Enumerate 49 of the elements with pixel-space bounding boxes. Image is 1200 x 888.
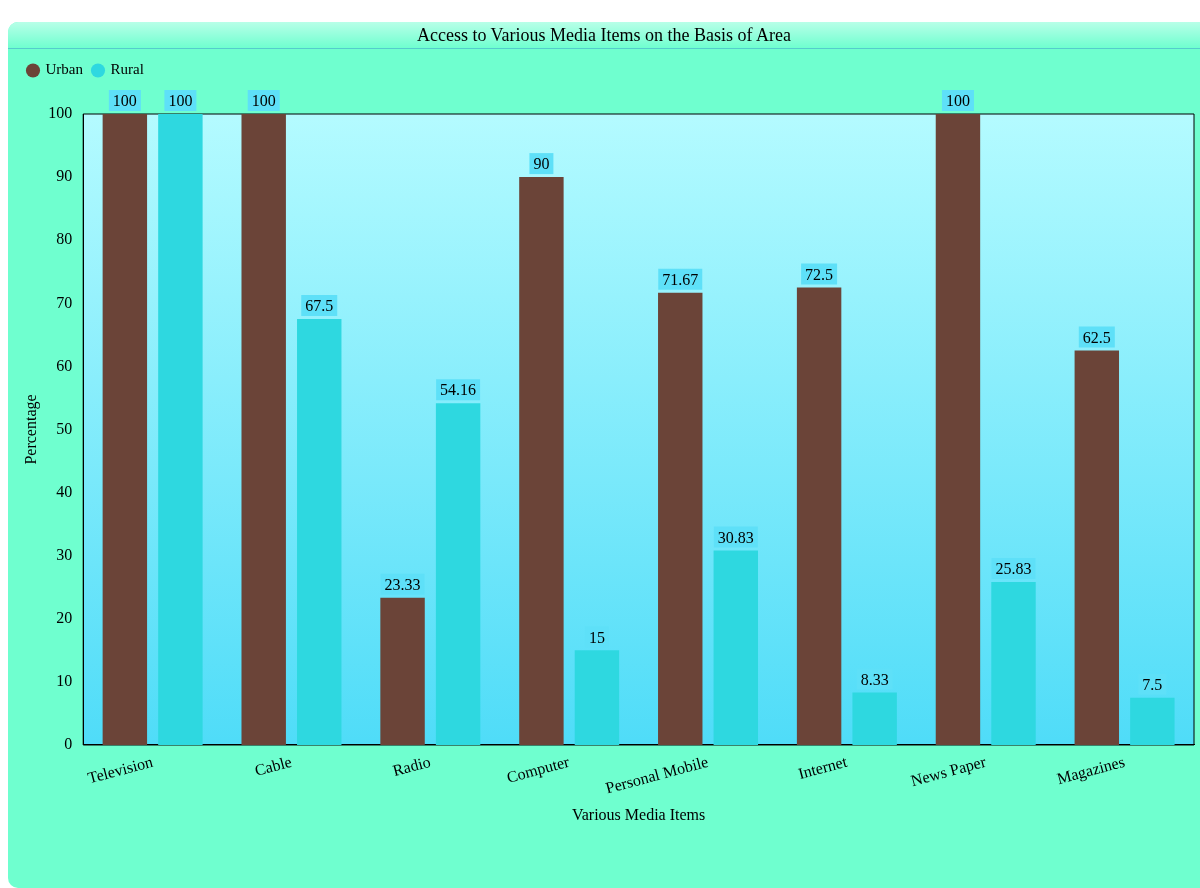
data-label: 62.5 (1082, 328, 1111, 346)
data-label: 30.83 (717, 528, 754, 546)
x-tick-label: Radio (390, 752, 433, 780)
bar (1130, 697, 1175, 745)
data-label: 25.83 (995, 560, 1032, 578)
x-tick-label: Magazines (1055, 752, 1127, 789)
bar (991, 582, 1036, 745)
chart-title: Access to Various Media Items on the Basis of Area (8, 22, 1200, 49)
data-label: 23.33 (384, 575, 421, 593)
y-tick-label: 40 (56, 482, 73, 500)
bar (158, 114, 203, 745)
data-label: 100 (945, 92, 970, 110)
data-label: 7.5 (1142, 675, 1163, 693)
y-tick-label: 60 (56, 356, 73, 374)
y-tick-label: 30 (56, 545, 73, 563)
legend-label: Rural (110, 61, 144, 78)
y-tick-label: 90 (56, 167, 73, 185)
x-tick-label: Cable (252, 752, 294, 779)
bar (852, 692, 897, 745)
x-tick-label: Personal Mobile (603, 752, 710, 797)
x-tick-label: Internet (796, 752, 850, 783)
data-label: 15 (588, 628, 605, 646)
data-label: 100 (112, 92, 137, 110)
data-label: 72.5 (805, 265, 834, 283)
x-tick-label: Computer (504, 752, 572, 787)
data-label: 100 (168, 92, 193, 110)
y-axis-title: Percentage (21, 394, 40, 465)
data-label: 71.67 (662, 270, 699, 288)
data-label: 54.16 (440, 381, 477, 399)
data-label: 8.33 (860, 670, 889, 688)
x-tick-label: Television (85, 752, 155, 787)
y-tick-label: 70 (56, 293, 73, 311)
legend-label: Urban (45, 61, 84, 78)
y-tick-label: 20 (56, 609, 73, 626)
y-tick-label: 0 (64, 735, 73, 753)
y-tick-label: 80 (56, 230, 73, 248)
y-tick-label: 10 (56, 672, 73, 690)
data-label: 100 (251, 92, 276, 110)
data-label: 90 (533, 155, 550, 173)
x-axis-title: Various Media Items (571, 805, 706, 823)
bar (102, 114, 148, 745)
data-label: 67.5 (305, 297, 334, 315)
y-tick-label: 50 (56, 419, 73, 437)
bar (297, 319, 342, 745)
bar (241, 114, 286, 745)
x-tick-label: News Paper (908, 752, 989, 791)
bar (935, 114, 981, 745)
y-tick-label: 100 (48, 104, 73, 122)
bar (574, 650, 620, 745)
